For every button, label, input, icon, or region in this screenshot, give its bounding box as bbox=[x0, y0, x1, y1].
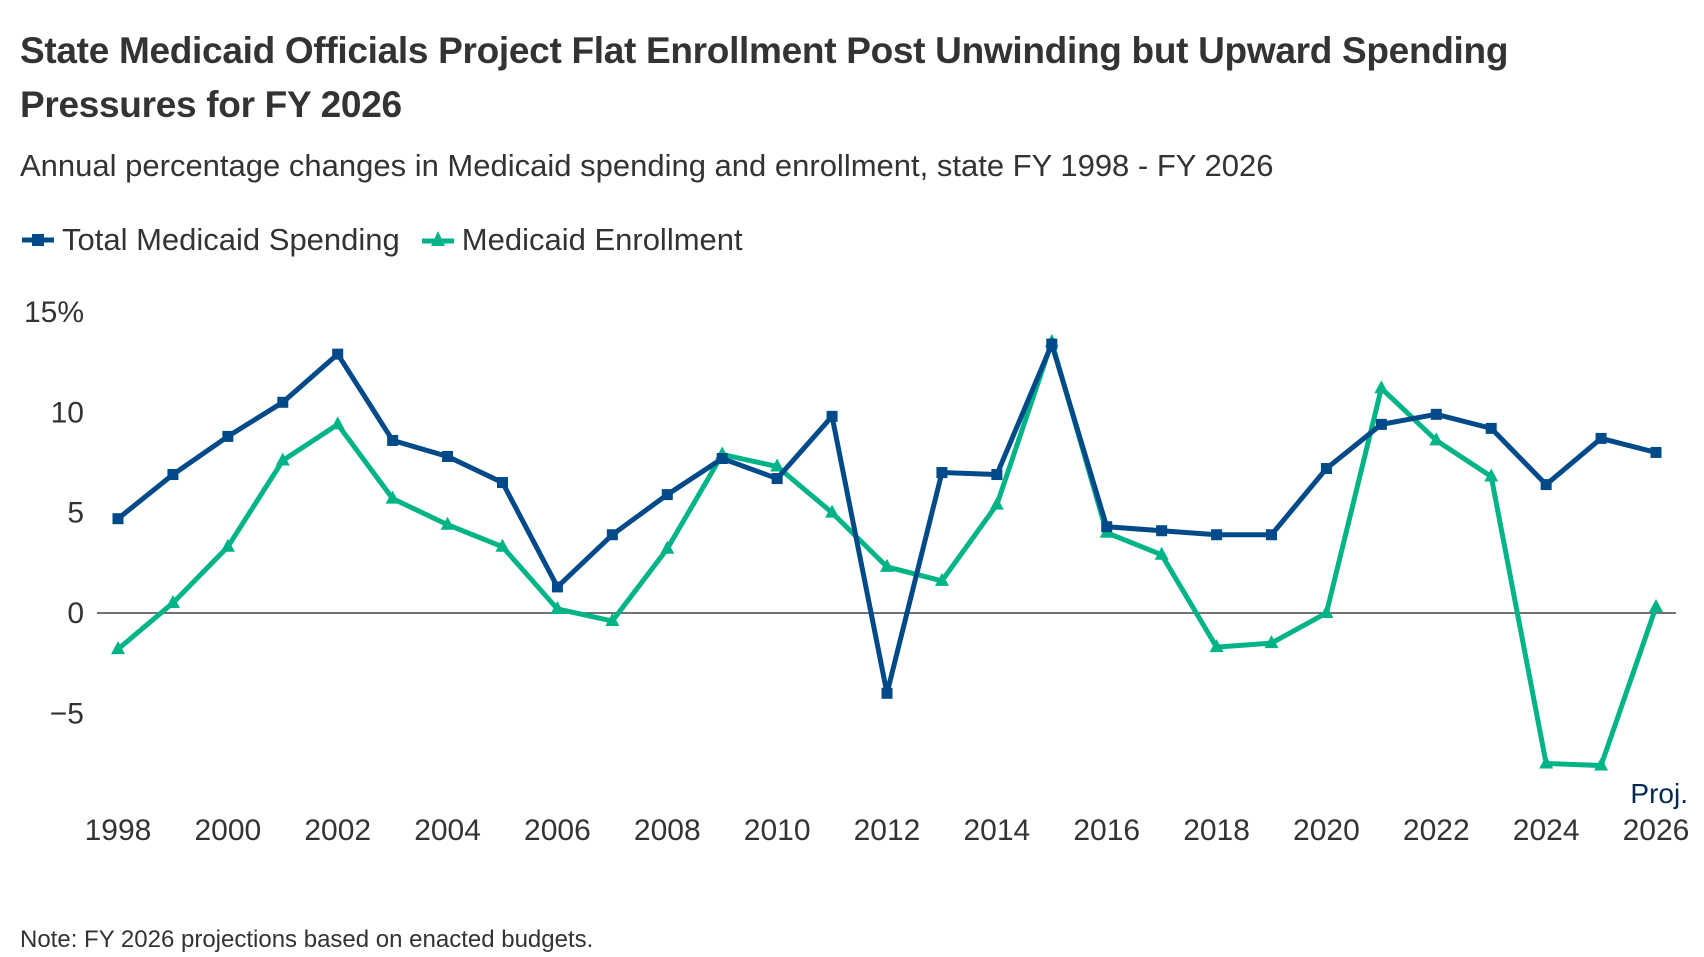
x-tick-label: 2020 bbox=[1293, 814, 1360, 847]
x-tick-label: 1998 bbox=[85, 814, 152, 847]
data-point-square[interactable]: Total Medicaid Spending 2004: 7.8% bbox=[442, 450, 454, 462]
x-tick-label: 2014 bbox=[963, 814, 1030, 847]
projection-annotation: Proj. bbox=[1630, 778, 1688, 809]
data-point-triangle[interactable]: Medicaid Enrollment 2001: 7.6% bbox=[275, 452, 290, 466]
data-point-triangle[interactable]: Medicaid Enrollment 2010: 7.3% bbox=[770, 458, 785, 472]
triangle-marker-icon bbox=[421, 231, 454, 246]
data-point-triangle[interactable]: Medicaid Enrollment 1998: -1.8% bbox=[111, 641, 125, 655]
data-point-triangle[interactable]: Medicaid Enrollment 2014: 5.4% bbox=[989, 496, 1004, 510]
x-tick-label: 2010 bbox=[744, 814, 811, 847]
data-point-square[interactable]: Total Medicaid Spending 2026: 8% bbox=[1650, 446, 1662, 458]
data-point-square[interactable]: Total Medicaid Spending 1999: 6.9% bbox=[167, 469, 179, 481]
data-point-triangle[interactable]: Medicaid Enrollment 2013: 1.6% bbox=[934, 572, 949, 586]
data-point-triangle[interactable]: Medicaid Enrollment 2018: -1.7% bbox=[1209, 639, 1224, 653]
data-point-square[interactable]: Total Medicaid Spending 2012: -4% bbox=[881, 687, 893, 699]
y-tick-label: −5 bbox=[50, 697, 84, 730]
x-tick-label: 2016 bbox=[1073, 814, 1140, 847]
legend-label-enrollment: Medicaid Enrollment bbox=[461, 222, 743, 257]
data-point-square[interactable]: Total Medicaid Spending 2007: 3.9% bbox=[606, 529, 618, 541]
data-point-triangle[interactable]: Medicaid Enrollment 2024: -7.5% bbox=[1539, 755, 1554, 769]
data-point-square[interactable]: Total Medicaid Spending 2021: 9.4% bbox=[1375, 418, 1387, 430]
legend-label-spending: Total Medicaid Spending bbox=[62, 222, 400, 257]
data-point-square[interactable]: Total Medicaid Spending 2010: 6.7% bbox=[771, 473, 783, 485]
data-point-square[interactable]: Total Medicaid Spending 2008: 5.9% bbox=[661, 489, 673, 501]
series-line bbox=[116, 333, 1659, 769]
data-point-square[interactable]: Total Medicaid Spending 2003: 8.6% bbox=[387, 434, 399, 446]
data-point-triangle[interactable]: Medicaid Enrollment 2000: 3.3% bbox=[220, 538, 235, 552]
data-point-triangle[interactable]: Medicaid Enrollment 2021: 11.2% bbox=[1374, 380, 1389, 394]
data-point-square[interactable]: Total Medicaid Spending 2013: 7% bbox=[936, 467, 948, 479]
data-point-square[interactable]: Total Medicaid Spending 2006: 1.3% bbox=[551, 581, 563, 593]
chart-title: State Medicaid Officials Project Flat En… bbox=[20, 30, 1509, 125]
data-point-triangle[interactable]: Medicaid Enrollment 2017: 2.9% bbox=[1154, 546, 1169, 560]
x-tick-label: 2004 bbox=[414, 814, 481, 847]
data-point-triangle[interactable]: Medicaid Enrollment 2025: -7.6% bbox=[1594, 757, 1609, 771]
data-point-square[interactable]: Total Medicaid Spending 2023: 9.2% bbox=[1485, 422, 1497, 434]
y-tick-label: 10 bbox=[51, 396, 84, 429]
data-point-square[interactable]: Total Medicaid Spending 2022: 9.9% bbox=[1430, 408, 1442, 420]
data-point-square[interactable]: Total Medicaid Spending 2001: 10.5% bbox=[277, 396, 289, 408]
data-point-triangle[interactable]: Medicaid Enrollment 2007: -0.4% bbox=[605, 613, 620, 627]
data-point-square[interactable]: Total Medicaid Spending 2016: 4.3% bbox=[1101, 521, 1113, 533]
chart-subtitle: Annual percentage changes in Medicaid sp… bbox=[20, 148, 1274, 183]
series-medicaid-enrollment: Medicaid Enrollment 1998: -1.8% Medicaid … bbox=[111, 333, 1663, 771]
data-point-square[interactable]: Total Medicaid Spending 1998: 4.7% bbox=[112, 513, 124, 525]
series-layer: Medicaid Enrollment 1998: -1.8% Medicaid … bbox=[111, 333, 1663, 771]
data-point-square[interactable]: Total Medicaid Spending 2014: 6.9% bbox=[991, 469, 1003, 481]
legend-item-spending[interactable]: Total Medicaid Spending bbox=[20, 222, 400, 258]
data-point-triangle[interactable]: Medicaid Enrollment 2003: 5.7% bbox=[385, 490, 400, 504]
x-tick-label: 2000 bbox=[194, 814, 261, 847]
data-point-triangle[interactable]: Medicaid Enrollment 2011: 5% bbox=[825, 504, 840, 518]
data-point-triangle[interactable]: Medicaid Enrollment 2019: -1.5% bbox=[1264, 635, 1279, 649]
data-point-square[interactable]: Total Medicaid Spending 2020: 7.2% bbox=[1320, 463, 1332, 475]
data-point-triangle[interactable]: Medicaid Enrollment 2002: 9.4% bbox=[330, 416, 345, 430]
data-point-square[interactable]: Total Medicaid Spending 2005: 6.5% bbox=[497, 477, 508, 489]
data-point-square[interactable]: Total Medicaid Spending 2019: 3.9% bbox=[1266, 529, 1277, 541]
data-point-square[interactable]: Total Medicaid Spending 2025: 8.7% bbox=[1595, 432, 1607, 444]
x-tick-label: 2012 bbox=[854, 814, 921, 847]
x-tick-label: 2002 bbox=[304, 814, 371, 847]
data-point-square[interactable]: Total Medicaid Spending 2002: 12.9% bbox=[332, 348, 344, 360]
data-point-triangle[interactable]: Medicaid Enrollment 2026: 0.3% bbox=[1649, 598, 1663, 612]
data-point-square[interactable]: Total Medicaid Spending 2011: 9.8% bbox=[826, 410, 838, 422]
x-axis: 1998 2000 2002 2004 2006 2008 2010 2012 2014 2016… bbox=[85, 814, 1690, 847]
data-point-triangle[interactable]: Medicaid Enrollment 1999: 0.5% bbox=[165, 594, 180, 608]
data-point-triangle[interactable]: Medicaid Enrollment 2004: 4.4% bbox=[440, 516, 455, 530]
data-point-square[interactable]: Total Medicaid Spending 2018: 3.9% bbox=[1211, 529, 1223, 541]
x-tick-label: 2022 bbox=[1403, 814, 1470, 847]
y-tick-label: 5 bbox=[67, 497, 84, 530]
data-point-triangle[interactable]: Medicaid Enrollment 2012: 2.3% bbox=[880, 558, 894, 572]
data-point-triangle[interactable]: Medicaid Enrollment 2005: 3.3% bbox=[495, 538, 510, 552]
series-total-medicaid-spending: Total Medicaid Spending 1998: 4.7% Total … bbox=[112, 336, 1662, 699]
x-tick-label: 2026 bbox=[1623, 814, 1690, 847]
data-point-square[interactable]: Total Medicaid Spending 2009: 7.7% bbox=[716, 452, 728, 464]
data-point-triangle[interactable]: Medicaid Enrollment 2008: 3.2% bbox=[660, 540, 675, 554]
data-point-square[interactable]: Total Medicaid Spending 2000: 8.8% bbox=[222, 430, 234, 442]
legend-item-enrollment[interactable]: Medicaid Enrollment bbox=[420, 222, 743, 258]
data-point-square[interactable]: Total Medicaid Spending 2017: 4.1% bbox=[1156, 525, 1168, 537]
data-point-triangle[interactable]: Medicaid Enrollment 2020: 0% bbox=[1319, 605, 1334, 618]
data-point-triangle[interactable]: Medicaid Enrollment 2022: 8.6% bbox=[1429, 432, 1444, 446]
chart-note: Note: FY 2026 projections based on enact… bbox=[20, 926, 594, 953]
x-tick-label: 2024 bbox=[1513, 814, 1580, 847]
data-point-triangle[interactable]: Medicaid Enrollment 2006: 0.2% bbox=[550, 600, 565, 614]
data-point-square[interactable]: Total Medicaid Spending 2024: 6.4% bbox=[1540, 479, 1552, 491]
y-axis: 15% 10 5 0 −5 bbox=[24, 296, 84, 730]
x-tick-label: 2018 bbox=[1183, 814, 1250, 847]
square-marker-icon bbox=[22, 234, 54, 246]
y-tick-label: 15% bbox=[24, 296, 84, 329]
y-tick-label: 0 bbox=[67, 597, 84, 630]
data-point-square[interactable]: Total Medicaid Spending 2015: 13.4% bbox=[1046, 338, 1058, 350]
data-point-triangle[interactable]: Medicaid Enrollment 2023: 6.8% bbox=[1484, 468, 1499, 482]
x-tick-label: 2006 bbox=[524, 814, 591, 847]
series-line bbox=[116, 336, 1657, 694]
x-tick-label: 2008 bbox=[634, 814, 701, 847]
legend: Total Medicaid Spending Medicaid Enrollm… bbox=[20, 222, 763, 258]
